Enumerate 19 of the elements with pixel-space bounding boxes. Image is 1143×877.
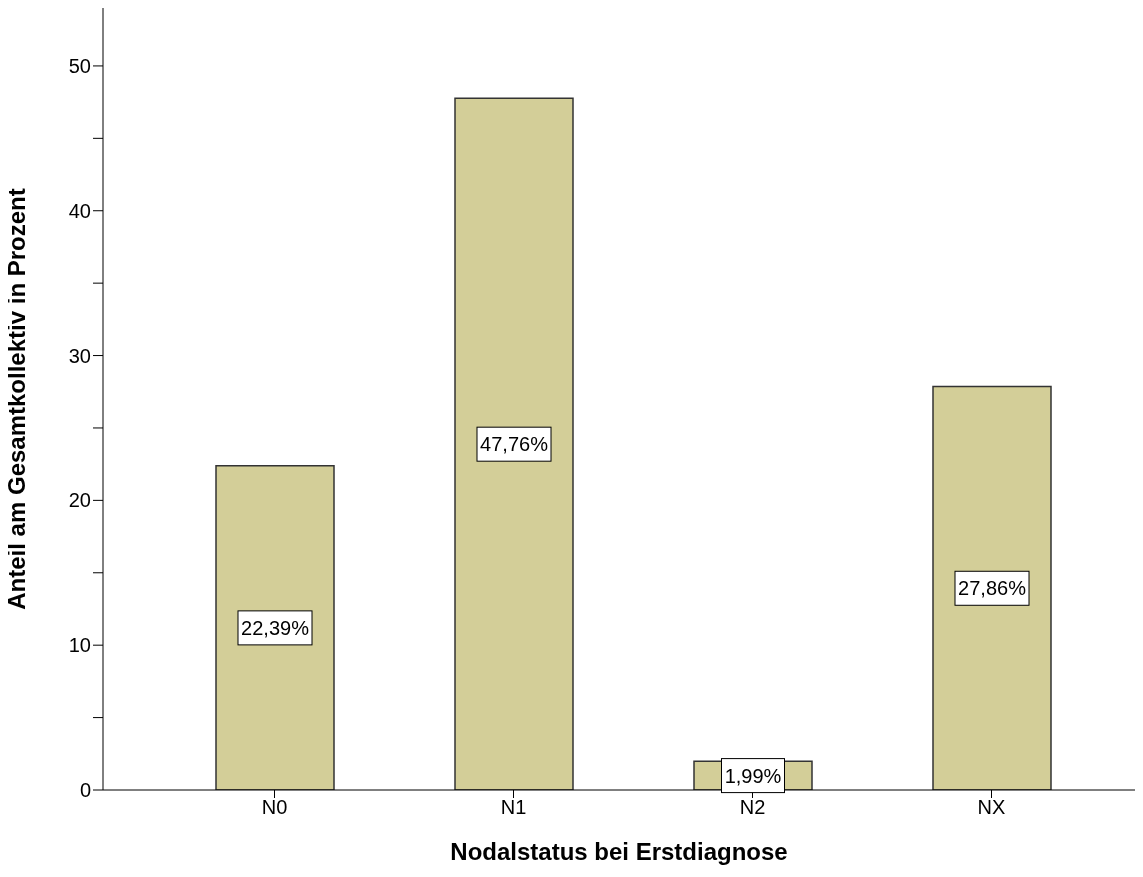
x-tick-label: N1 (500, 796, 527, 819)
y-tick-label: 40 (68, 199, 91, 222)
data-label: 47,76% (480, 433, 549, 456)
data-label: 1,99% (724, 764, 782, 787)
x-axis-title: Nodalstatus bei Erstdiagnose (450, 838, 788, 865)
x-tick-label: N2 (739, 796, 766, 819)
y-tick-label: 20 (68, 489, 91, 512)
y-axis-title: Anteil am Gesamtkollektiv in Prozent (2, 188, 30, 610)
data-label: 22,39% (241, 616, 310, 639)
x-tick-label: NX (977, 796, 1006, 819)
data-label: 27,86% (958, 577, 1027, 600)
bar (215, 465, 335, 790)
y-tick-label: 30 (68, 344, 91, 367)
bar (932, 385, 1052, 790)
y-tick-label: 10 (68, 634, 91, 657)
bar (454, 97, 574, 790)
x-tick-label: N0 (261, 796, 288, 819)
y-tick-label: 50 (68, 55, 91, 78)
y-tick-label: 0 (79, 779, 91, 802)
